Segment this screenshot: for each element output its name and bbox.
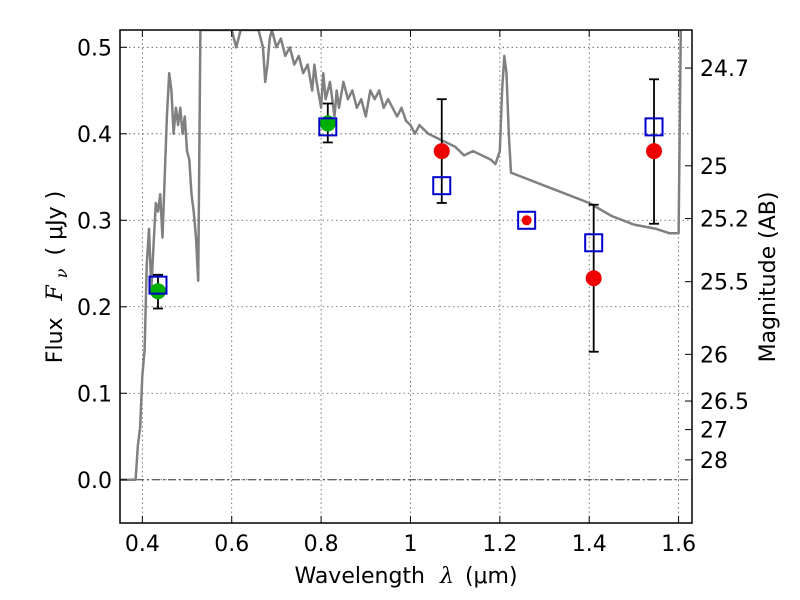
x-tick-label: 1.6 [661,532,696,557]
observed-point [319,115,336,132]
observed-point [433,143,450,160]
template-layer [120,30,683,482]
y-axis-subscript: ν [52,268,71,278]
axis-ticks [120,30,692,523]
right-tick-label: 24.7 [700,57,749,82]
model-point [148,275,168,295]
y-tick-label: 0.2 [77,296,112,321]
x-tick-label: 0.6 [214,532,249,557]
x-tick-label: 1 [403,532,417,557]
right-tick-label: 27 [700,419,728,444]
x-axis-unit: (μm) [465,564,518,589]
model-point [584,233,604,253]
y-tick-label: 0.1 [77,382,112,407]
right-tick-label: 28 [700,449,728,474]
observed-point [646,143,663,160]
y-tick-label: 0.5 [77,36,112,61]
y-tick-label: 0.3 [77,209,112,234]
y-axis-title: Flux F ν ( μJy ) [43,191,73,363]
right-tick-label: 26 [700,343,728,368]
right-axis-title: Magnitude (AB) [756,192,781,363]
y-tick-label: 0.0 [77,469,112,494]
observed-point [585,270,602,287]
model-points-layer [148,117,664,295]
x-tick-labels: 0.4 0.6 0.8 1 1.2 1.4 1.6 [125,532,696,557]
right-tick-label: 26.5 [700,390,749,415]
y-axis-symbol: F [43,284,68,301]
y-tick-labels: 0.0 0.1 0.2 0.3 0.4 0.5 [77,36,112,493]
x-axis-label: Wavelength [294,564,425,589]
grid-lines [120,30,692,523]
x-tick-label: 1.4 [572,532,607,557]
x-axis-symbol: λ [439,564,454,589]
x-tick-label: 0.4 [125,532,160,557]
observed-points-layer [149,115,663,300]
y-axis-label: Flux [43,317,68,363]
x-tick-label: 0.8 [304,532,339,557]
right-tick-labels: 24.7 25 25.2 25.5 26 26.5 27 28 [700,57,749,474]
x-tick-label: 1.2 [482,532,517,557]
model-point [432,176,452,196]
observed-point [149,283,166,300]
observed-point [521,215,532,226]
right-tick-label: 25.2 [700,208,749,233]
right-tick-label: 25.5 [700,271,749,296]
y-axis-unit: ( μJy ) [43,191,68,256]
model-point [318,117,338,137]
model-point [517,210,537,230]
template-spectrum-line [120,30,683,482]
y-tick-label: 0.4 [77,123,112,148]
x-axis-title: Wavelength λ (μm) [294,564,517,589]
model-point [644,117,664,137]
plot-frame [119,29,693,524]
right-tick-label: 25 [700,155,728,180]
